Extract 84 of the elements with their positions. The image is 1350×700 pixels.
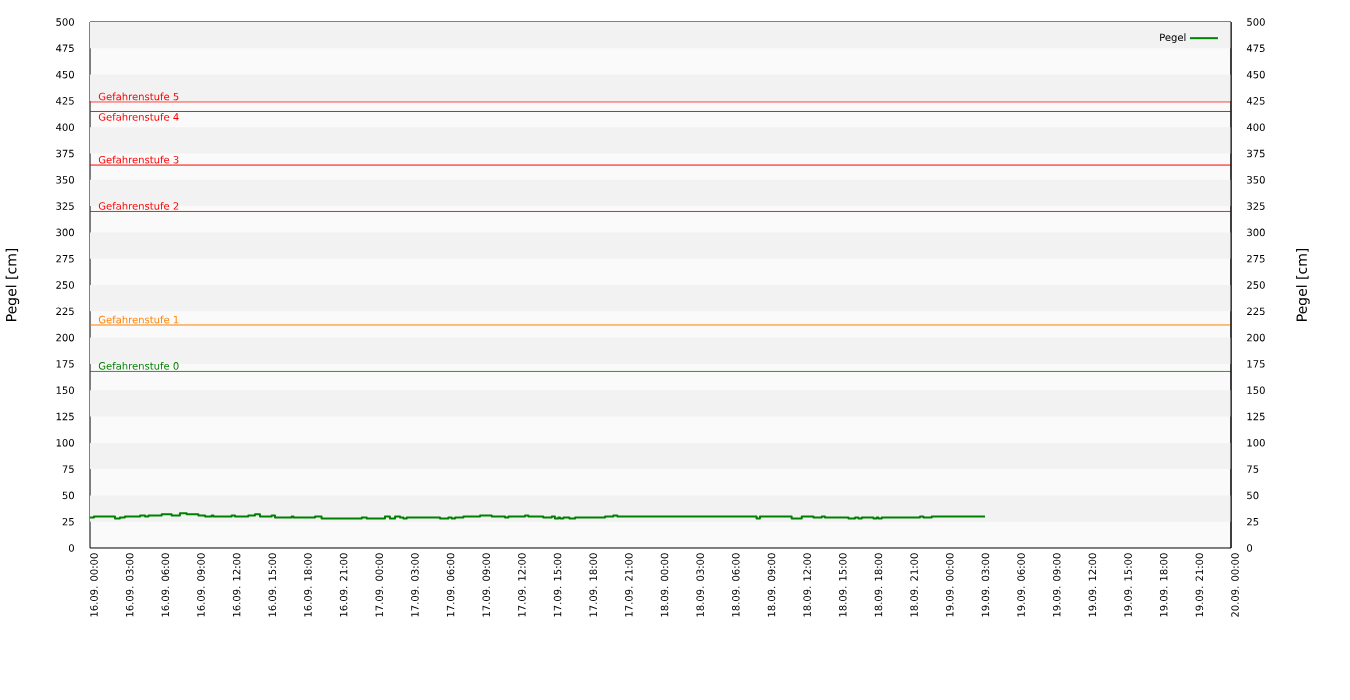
- y2-tick-label: 175: [1247, 360, 1265, 368]
- x-tick-label: 18.09. 15:00: [839, 553, 847, 617]
- y-tick-label: 425: [56, 97, 74, 105]
- y-tick-label: 100: [56, 439, 74, 447]
- x-tick-label: 19.09. 06:00: [1017, 553, 1025, 617]
- y-tick-label: 500: [56, 18, 74, 26]
- x-tick-label: 17.09. 09:00: [482, 553, 491, 617]
- y-tick-label: 275: [56, 254, 74, 263]
- ref-line-label: Gefahrenstufe 2: [98, 202, 179, 210]
- y-tick-label: 375: [56, 149, 74, 158]
- x-tick-label: 16.09. 06:00: [161, 553, 170, 617]
- x-tick-label: 16.09. 15:00: [268, 553, 277, 617]
- ref-line-label: Gefahrenstufe 4: [98, 113, 179, 121]
- y2-tick-label: 275: [1247, 254, 1265, 263]
- x-tick-label: 17.09. 03:00: [411, 553, 419, 617]
- y2-tick-label: 125: [1247, 412, 1265, 421]
- x-tick-label: 18.09. 21:00: [910, 553, 918, 617]
- x-tick-label: 17.09. 00:00: [375, 553, 384, 617]
- y-tick-label: 325: [56, 202, 74, 210]
- x-tick-label: 16.09. 21:00: [339, 553, 348, 617]
- y2-tick-label: 225: [1247, 307, 1265, 316]
- y2-axis-title: Pegel [cm]: [1296, 248, 1310, 321]
- x-tick-label: 19.09. 18:00: [1159, 553, 1168, 617]
- y-tick-label: 50: [62, 491, 74, 500]
- y-tick-label: 25: [62, 517, 74, 526]
- y-tick-label: 300: [56, 228, 74, 237]
- x-tick-label: 19.09. 21:00: [1195, 553, 1204, 617]
- ref-line-label: Gefahrenstufe 3: [98, 155, 179, 164]
- y2-tick-label: 100: [1247, 439, 1265, 447]
- x-tick-label: 18.09. 12:00: [803, 553, 811, 617]
- y-axis-title: Pegel [cm]: [5, 248, 20, 321]
- y2-tick-label: 200: [1247, 333, 1265, 342]
- ref-line-label: Gefahrenstufe 0: [98, 361, 179, 370]
- y2-tick-label: 150: [1247, 386, 1265, 394]
- x-tick-label: 17.09. 21:00: [625, 553, 633, 617]
- x-tick-label: 17.09. 06:00: [446, 553, 455, 617]
- y2-tick-label: 50: [1247, 491, 1259, 500]
- y2-tick-label: 25: [1247, 517, 1259, 526]
- y2-tick-label: 450: [1246, 70, 1265, 79]
- x-tick-label: 20.09. 00:00: [1231, 553, 1239, 617]
- x-tick-label: 18.09. 06:00: [732, 553, 740, 617]
- x-tick-label: 16.09. 09:00: [197, 553, 205, 617]
- x-tick-label: 19.09. 12:00: [1088, 553, 1097, 617]
- x-tick-label: 16.09. 12:00: [232, 553, 241, 617]
- y-tick-label: 475: [56, 44, 74, 53]
- x-tick-label: 19.09. 00:00: [945, 553, 954, 617]
- y2-tick-label: 475: [1246, 44, 1265, 53]
- y-tick-label: 350: [56, 176, 74, 184]
- x-tick-label: 18.09. 03:00: [696, 553, 704, 617]
- x-tick-label: 19.09. 15:00: [1124, 553, 1132, 617]
- x-tick-label: 18.09. 18:00: [874, 553, 883, 617]
- y-tick-label: 225: [56, 307, 74, 316]
- x-tick-label: 16.09. 03:00: [125, 553, 134, 617]
- x-tick-label: 17.09. 12:00: [518, 553, 526, 617]
- x-tick-label: 17.09. 15:00: [553, 553, 562, 617]
- y2-tick-label: 250: [1247, 281, 1265, 289]
- ref-line-label: Gefahrenstufe 5: [98, 92, 179, 101]
- y2-tick-label: 300: [1247, 228, 1265, 237]
- x-tick-label: 17.09. 18:00: [589, 553, 597, 617]
- y-tick-label: 125: [56, 412, 74, 421]
- legend-label: Pegel: [1160, 33, 1186, 44]
- y-tick-label: 400: [56, 123, 74, 131]
- y2-tick-label: 350: [1247, 176, 1265, 184]
- y2-tick-label: 425: [1246, 97, 1265, 105]
- x-tick-label: 16.09. 18:00: [304, 553, 312, 617]
- ref-line-label: Gefahrenstufe 1: [98, 315, 179, 324]
- x-tick-label: 18.09. 09:00: [767, 553, 776, 617]
- y-tick-label: 450: [56, 70, 74, 79]
- x-tick-label: 19.09. 03:00: [981, 553, 990, 617]
- y2-tick-label: 75: [1247, 465, 1259, 473]
- x-tick-label: 16.09. 00:00: [90, 553, 98, 617]
- y-tick-label: 175: [56, 360, 74, 368]
- y2-tick-label: 325: [1247, 202, 1265, 210]
- y-tick-label: 0: [68, 544, 74, 552]
- y-tick-label: 250: [56, 281, 74, 289]
- y-tick-label: 75: [62, 465, 74, 473]
- y2-tick-label: 500: [1247, 18, 1265, 26]
- x-tick-label: 19.09. 09:00: [1052, 553, 1061, 617]
- y-tick-label: 150: [56, 386, 74, 394]
- y2-tick-label: 375: [1247, 149, 1265, 158]
- y-tick-label: 200: [56, 333, 74, 342]
- y2-tick-label: 400: [1246, 123, 1265, 131]
- x-tick-label: 18.09. 00:00: [660, 553, 669, 617]
- y2-tick-label: 0: [1247, 544, 1253, 552]
